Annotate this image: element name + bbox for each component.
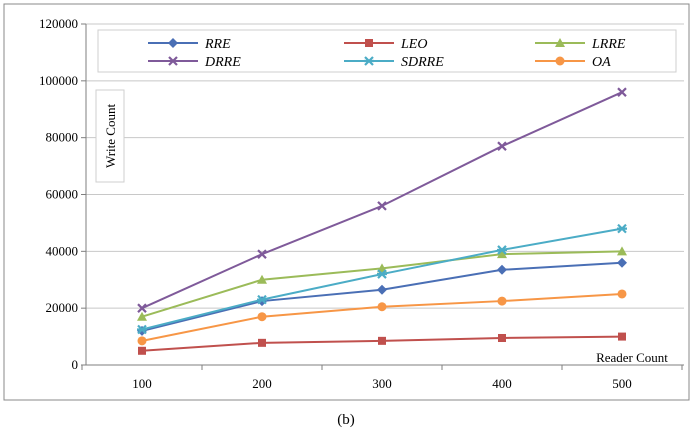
axes bbox=[81, 23, 684, 370]
legend-marker-leo bbox=[365, 39, 373, 47]
data-point-rre bbox=[377, 284, 387, 295]
series-drre bbox=[137, 87, 627, 313]
legend-marker-lrre bbox=[555, 38, 565, 47]
y-axis-title-box: Write Count bbox=[95, 89, 125, 183]
data-point-rre bbox=[497, 264, 507, 275]
data-point-lrre bbox=[497, 249, 507, 259]
legend-item-drre: DRRE bbox=[148, 55, 241, 70]
y-tick-label: 60000 bbox=[46, 187, 79, 202]
legend-label-drre: DRRE bbox=[204, 55, 241, 70]
data-point-sdrre bbox=[497, 245, 507, 255]
y-tick-label: 120000 bbox=[39, 16, 78, 31]
data-point-oa bbox=[497, 296, 507, 306]
data-point-drre bbox=[617, 87, 627, 97]
legend-label-leo: LEO bbox=[400, 37, 427, 52]
legend-marker-rre bbox=[168, 38, 178, 48]
data-point-drre bbox=[137, 303, 147, 313]
x-tick-label: 300 bbox=[372, 376, 392, 391]
series-group bbox=[137, 87, 627, 355]
data-point-drre bbox=[497, 141, 507, 151]
x-axis-title: Reader Count bbox=[596, 350, 668, 365]
legend-item-leo: LEO bbox=[344, 37, 427, 52]
data-point-drre bbox=[377, 201, 387, 211]
y-tick-label: 100000 bbox=[39, 73, 78, 88]
legend-item-lrre: LRRE bbox=[535, 37, 626, 52]
data-point-sdrre bbox=[137, 324, 147, 335]
legend-item-sdrre: SDRRE bbox=[344, 55, 444, 70]
legend-item-rre: RRE bbox=[148, 37, 231, 52]
legend: RRE LEO LRRE DRRE SDRRE OA bbox=[97, 29, 677, 73]
y-tick-labels: 0 20000 40000 60000 80000 100000 120000 bbox=[39, 16, 78, 372]
x-tick-labels: 100 200 300 400 500 bbox=[132, 376, 632, 391]
legend-marker-oa bbox=[555, 56, 565, 66]
data-point-oa bbox=[377, 302, 387, 312]
data-point-sdrre bbox=[377, 269, 387, 279]
x-tick-label: 500 bbox=[612, 376, 632, 391]
figure-caption: (b) bbox=[337, 412, 355, 428]
data-point-oa bbox=[257, 312, 267, 322]
legend-item-oa: OA bbox=[535, 55, 611, 70]
legend-label-sdrre: SDRRE bbox=[401, 55, 444, 70]
y-axis-title: Write Count bbox=[103, 104, 118, 168]
data-point-sdrre bbox=[257, 294, 267, 305]
data-point-oa bbox=[617, 289, 627, 299]
y-tick-label: 0 bbox=[72, 357, 79, 372]
data-point-leo bbox=[498, 334, 506, 343]
data-point-leo bbox=[618, 332, 626, 341]
data-point-lrre bbox=[617, 246, 627, 256]
data-point-oa bbox=[137, 336, 147, 346]
x-tick-label: 200 bbox=[252, 376, 272, 391]
legend-label-rre: RRE bbox=[204, 37, 231, 52]
data-point-leo bbox=[258, 338, 266, 347]
legend-marker-drre bbox=[168, 56, 178, 66]
series-sdrre bbox=[137, 223, 627, 335]
legend-label-lrre: LRRE bbox=[591, 37, 626, 52]
x-tick-label: 400 bbox=[492, 376, 512, 391]
series-leo bbox=[138, 332, 626, 355]
data-point-lrre bbox=[257, 274, 267, 284]
legend-box bbox=[97, 29, 677, 73]
y-tick-label: 40000 bbox=[46, 243, 79, 258]
data-point-leo bbox=[138, 346, 146, 355]
y-tick-label: 80000 bbox=[46, 130, 79, 145]
data-point-leo bbox=[378, 336, 386, 345]
series-oa bbox=[137, 289, 627, 346]
data-point-rre bbox=[617, 257, 627, 268]
data-point-lrre bbox=[137, 311, 147, 321]
legend-label-oa: OA bbox=[592, 55, 611, 70]
data-point-drre bbox=[257, 249, 267, 259]
legend-marker-sdrre bbox=[364, 56, 374, 66]
y-tick-label: 20000 bbox=[46, 300, 79, 315]
x-tick-label: 100 bbox=[132, 376, 152, 391]
data-point-sdrre bbox=[617, 223, 627, 234]
